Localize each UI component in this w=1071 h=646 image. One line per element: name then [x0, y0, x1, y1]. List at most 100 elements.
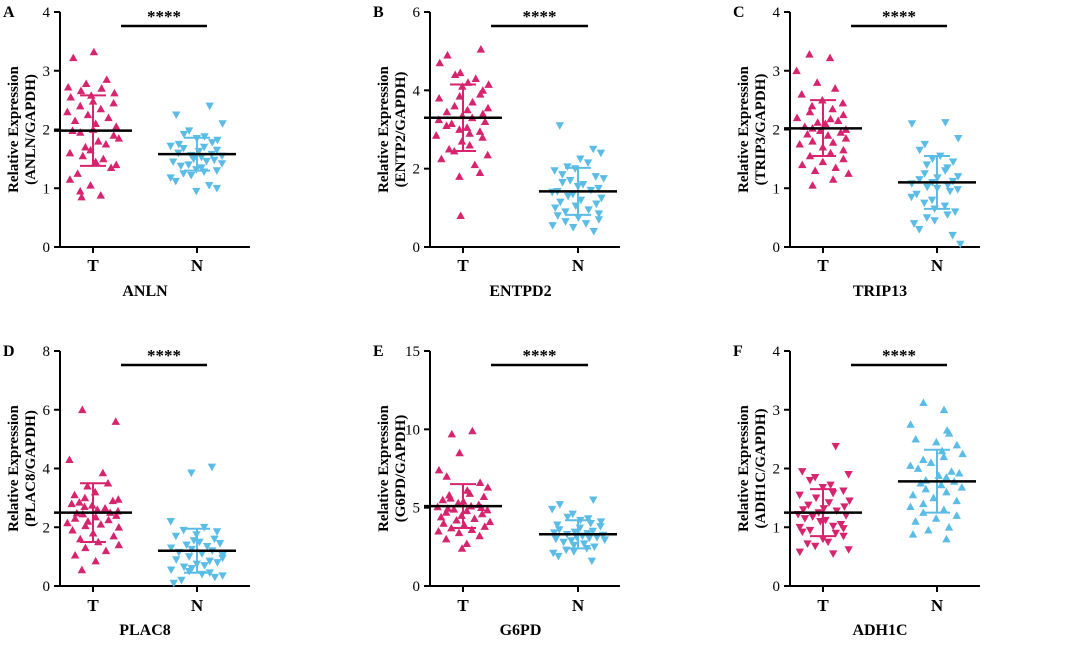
- panel-letter: F: [733, 343, 743, 360]
- data-point-n: [174, 140, 184, 149]
- data-point-t: [826, 481, 835, 490]
- data-point-t: [485, 517, 495, 526]
- data-point-n: [939, 452, 949, 461]
- data-point-n: [172, 111, 181, 120]
- x-tick-label: T: [817, 256, 829, 275]
- data-point-t: [75, 498, 84, 506]
- data-point-n: [569, 548, 579, 556]
- panel-title: ENTPD2: [489, 283, 551, 300]
- data-point-n: [594, 184, 603, 193]
- data-point-n: [166, 142, 175, 151]
- data-point-n: [213, 559, 222, 567]
- data-point-t: [836, 128, 846, 136]
- data-point-n: [567, 537, 576, 545]
- data-point-t: [454, 528, 464, 537]
- y-tick-label: 1: [43, 181, 51, 197]
- data-point-n: [952, 440, 962, 449]
- y-axis-label: (ADH1C/GAPDH): [753, 409, 769, 529]
- data-point-t: [96, 520, 106, 528]
- data-point-t: [442, 534, 451, 543]
- data-point-t: [824, 499, 834, 507]
- data-point-t: [831, 163, 840, 172]
- data-point-n: [912, 190, 921, 199]
- data-point-n: [908, 530, 918, 538]
- y-axis-label: (TRIP3/GAPDH): [753, 74, 769, 186]
- data-point-t: [78, 405, 87, 414]
- data-point-n: [548, 222, 557, 230]
- data-point-t: [455, 92, 464, 100]
- data-point-n: [588, 527, 597, 536]
- data-point-n: [908, 490, 918, 499]
- data-point-n: [589, 227, 598, 236]
- data-point-t: [77, 565, 87, 574]
- data-point-n: [954, 134, 963, 143]
- data-point-n: [923, 183, 932, 192]
- data-point-n: [592, 200, 601, 209]
- data-point-n: [596, 149, 606, 158]
- data-point-n: [561, 208, 570, 216]
- data-point-t: [839, 532, 848, 541]
- data-point-t: [70, 116, 80, 125]
- data-point-n: [549, 549, 558, 558]
- data-point-t: [439, 519, 448, 527]
- data-point-t: [65, 148, 75, 157]
- data-point-t: [476, 90, 485, 98]
- data-point-t: [818, 157, 828, 166]
- data-point-n: [592, 534, 602, 542]
- y-tick-label: 8: [43, 344, 51, 360]
- data-point-n: [551, 204, 560, 213]
- data-point-t: [465, 489, 475, 497]
- data-point-n: [940, 202, 950, 211]
- data-point-t: [109, 131, 118, 139]
- panel-a: A 0 1 2 3 4 T N Relative Expression (ANLN/GAPDH) A…: [3, 4, 250, 300]
- data-point-t: [795, 139, 804, 148]
- significance-label: ****: [882, 346, 916, 365]
- data-point-n: [953, 186, 962, 194]
- panel-b: B 0 2 4 6 T N Relative Expression (ENTP2/GAPDH) E…: [373, 4, 620, 300]
- data-point-t: [828, 138, 838, 146]
- data-point-n: [199, 143, 209, 152]
- data-point-n: [929, 493, 938, 502]
- data-point-t: [807, 101, 817, 110]
- data-point-n: [948, 158, 958, 167]
- data-point-n: [186, 171, 196, 180]
- data-point-t: [803, 540, 812, 548]
- x-tick-label: T: [457, 596, 469, 615]
- data-point-n: [588, 145, 598, 154]
- data-point-n: [594, 216, 604, 224]
- data-point-t: [462, 506, 471, 515]
- data-point-t: [446, 494, 455, 502]
- data-point-n: [212, 146, 222, 155]
- data-point-t: [841, 134, 851, 142]
- data-point-t: [65, 455, 74, 464]
- data-point-t: [841, 512, 851, 520]
- data-point-n: [553, 521, 562, 530]
- data-point-t: [112, 122, 121, 130]
- data-point-t: [67, 499, 76, 508]
- data-point-t: [68, 525, 77, 534]
- data-point-t: [792, 113, 802, 122]
- data-point-n: [555, 526, 564, 534]
- data-point-n: [179, 130, 189, 139]
- data-point-t: [828, 489, 838, 498]
- data-point-t: [81, 521, 90, 530]
- data-point-n: [585, 534, 594, 543]
- data-point-n: [202, 542, 212, 551]
- data-point-t: [811, 542, 820, 551]
- data-point-n: [583, 159, 593, 167]
- data-point-n: [944, 429, 954, 437]
- data-point-t: [818, 483, 828, 492]
- data-point-n: [166, 518, 175, 526]
- data-point-n: [589, 496, 598, 505]
- data-point-n: [945, 187, 955, 196]
- data-point-t: [63, 83, 73, 91]
- data-point-t: [76, 186, 85, 195]
- data-point-n: [169, 579, 178, 588]
- data-point-t: [108, 496, 118, 505]
- data-point-t: [476, 45, 486, 53]
- data-point-n: [927, 196, 937, 205]
- data-point-n: [906, 420, 915, 428]
- data-point-t: [457, 544, 467, 552]
- y-tick-label: 1: [773, 181, 781, 197]
- data-point-t: [104, 113, 113, 122]
